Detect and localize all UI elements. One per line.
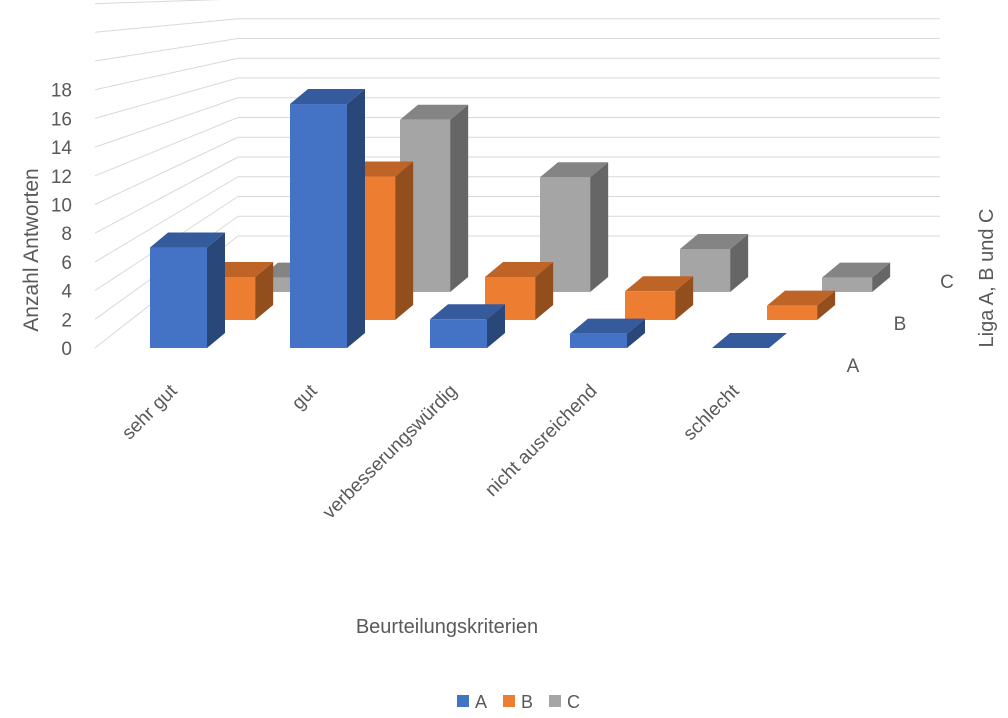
bar-C-3 bbox=[540, 162, 609, 292]
bar-B-4 bbox=[625, 276, 694, 320]
y-tick-label: 0 bbox=[61, 339, 72, 360]
legend: A B C bbox=[457, 692, 580, 712]
bar-A-3 bbox=[430, 304, 505, 348]
y-tick-label: 2 bbox=[61, 310, 72, 331]
legend-swatch bbox=[549, 695, 561, 707]
x-tick-label: schlecht bbox=[679, 380, 744, 445]
gridline bbox=[94, 136, 239, 205]
legend-swatch bbox=[503, 695, 515, 707]
y-tick-label: 12 bbox=[51, 167, 72, 188]
bar-B-5 bbox=[767, 290, 836, 320]
legend-label: A bbox=[475, 692, 487, 712]
y-axis: 0 2 4 6 8 10 12 14 16 18 bbox=[51, 81, 73, 360]
legend-label: B bbox=[521, 692, 533, 712]
bars bbox=[150, 89, 891, 349]
y-tick-label: 8 bbox=[61, 224, 72, 245]
y-axis-title: Anzahl Antworten bbox=[20, 168, 43, 331]
bar-A-1 bbox=[150, 232, 225, 348]
gridline bbox=[94, 18, 239, 33]
bar-C-4 bbox=[680, 233, 749, 292]
y-tick-label: 4 bbox=[61, 282, 72, 303]
legend-item: B bbox=[503, 692, 533, 712]
x-tick-label: verbesserungswürdig bbox=[319, 381, 462, 524]
depth-axis: A B C bbox=[847, 272, 954, 377]
x-tick-label: sehr gut bbox=[118, 380, 182, 444]
gridline bbox=[94, 176, 239, 263]
gridline bbox=[94, 57, 239, 91]
depth-axis-title: Liga A, B und C bbox=[976, 209, 998, 348]
gridline bbox=[94, 38, 239, 62]
legend-item: A bbox=[457, 692, 487, 712]
y-tick-label: 18 bbox=[51, 81, 72, 102]
legend-swatch bbox=[457, 695, 469, 707]
y-tick-label: 10 bbox=[51, 196, 72, 217]
gridline bbox=[94, 117, 239, 177]
x-tick-label: gut bbox=[288, 380, 322, 414]
bar-C-5 bbox=[822, 262, 891, 292]
depth-tick-label: B bbox=[894, 314, 907, 335]
gridline bbox=[94, 0, 223, 5]
y-tick-label: 16 bbox=[51, 109, 72, 130]
bar-A-2 bbox=[290, 89, 365, 349]
x-tick-label: nicht ausreichend bbox=[481, 381, 601, 501]
gridline bbox=[94, 156, 239, 234]
gridline bbox=[94, 97, 239, 148]
depth-tick-label: A bbox=[847, 356, 860, 377]
legend-item: C bbox=[549, 692, 580, 712]
legend-label: C bbox=[567, 692, 580, 712]
bar-A-4 bbox=[570, 318, 645, 348]
gridline bbox=[94, 77, 239, 119]
y-tick-label: 6 bbox=[61, 253, 72, 274]
bar-A-5 bbox=[712, 333, 787, 348]
y-tick-label: 14 bbox=[51, 138, 73, 159]
depth-tick-label: C bbox=[940, 272, 954, 293]
x-axis-title: Beurteilungskriterien bbox=[356, 616, 538, 638]
